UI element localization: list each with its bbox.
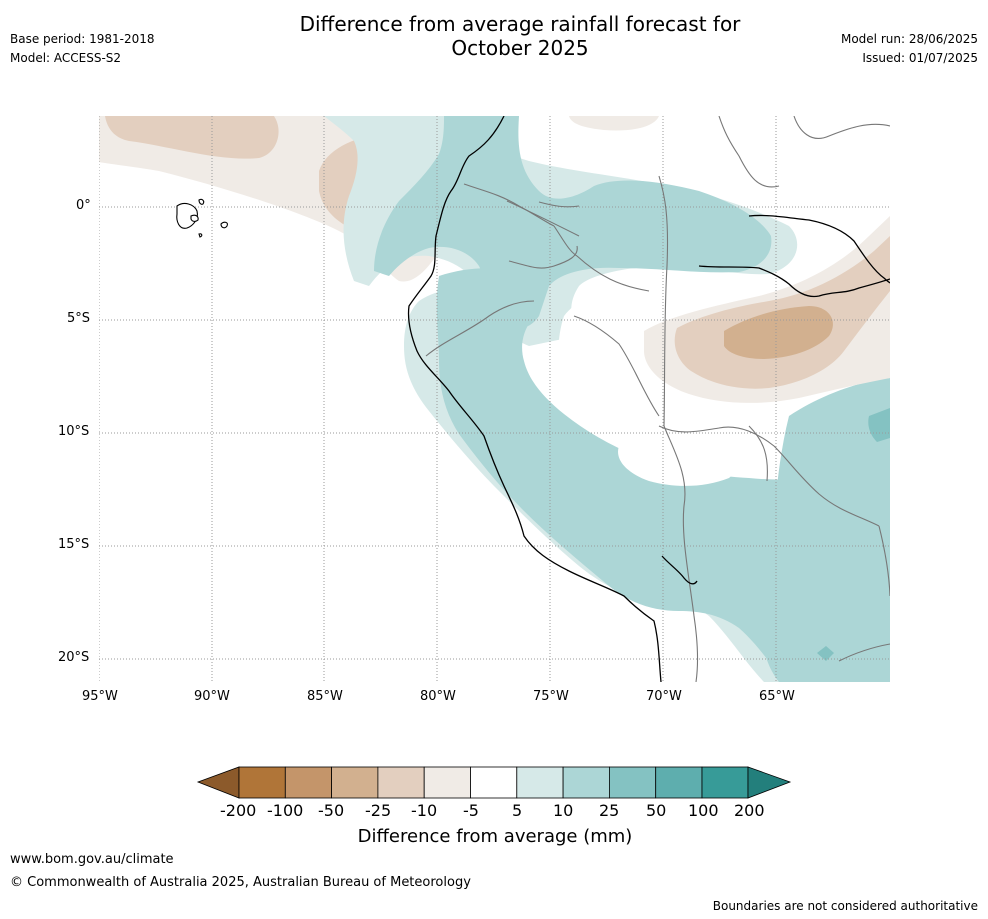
colorbar-swatch-50-25 bbox=[331, 766, 379, 799]
colorbar-tick: -100 bbox=[267, 801, 304, 820]
colorbar-swatch-5-10 bbox=[516, 766, 564, 799]
colorbar-tick: 50 bbox=[646, 801, 667, 820]
colorbar-tick: -50 bbox=[318, 801, 345, 820]
colorbar-tick: -200 bbox=[220, 801, 257, 820]
colorbar-tick: 5 bbox=[512, 801, 523, 820]
title-line-1: Difference from average rainfall forecas… bbox=[299, 12, 741, 36]
lat-label-20s: 20°S bbox=[58, 650, 90, 665]
lat-label-0: 0° bbox=[76, 198, 91, 213]
colorbar-swatch-25-10 bbox=[377, 766, 425, 799]
dry-anomaly-pacific-band bbox=[105, 116, 279, 159]
colorbar-swatch-100-200 bbox=[701, 766, 749, 799]
colorbar-swatch-5-5 bbox=[470, 766, 518, 799]
website-text: www.bom.gov.au/climate bbox=[10, 852, 174, 867]
copyright-text: © Commonwealth of Australia 2025, Austra… bbox=[10, 875, 471, 890]
lat-label-10s: 10°S bbox=[58, 424, 90, 439]
lon-label-95w: 95°W bbox=[82, 689, 118, 704]
disclaimer-text: Boundaries are not considered authoritat… bbox=[712, 899, 978, 913]
colorbar bbox=[196, 766, 792, 799]
country-borders bbox=[425, 116, 890, 682]
colorbar-tick: 100 bbox=[688, 801, 719, 820]
wet-anomaly-southeast-core bbox=[762, 378, 890, 682]
colorbar-tick: -10 bbox=[411, 801, 438, 820]
colorbar-tick: -5 bbox=[463, 801, 479, 820]
colorbar-swatch-above-200 bbox=[747, 766, 792, 799]
colorbar-tick: 200 bbox=[734, 801, 765, 820]
colorbar-swatch-50-100 bbox=[655, 766, 703, 799]
lon-label-75w: 75°W bbox=[533, 689, 569, 704]
colorbar-swatch-100-50 bbox=[284, 766, 333, 799]
colorbar-tick: 10 bbox=[553, 801, 574, 820]
page-title: Difference from average rainfall forecas… bbox=[200, 12, 840, 60]
neutral-area-bolivia bbox=[618, 438, 733, 486]
graticule bbox=[99, 116, 890, 682]
colorbar-swatch-below-200 bbox=[196, 766, 240, 799]
colorbar-swatch-200-100 bbox=[238, 766, 286, 799]
dry-anomaly-north-strip bbox=[569, 116, 659, 131]
wet-anomaly-small-patch bbox=[817, 646, 834, 661]
colorbar-title: Difference from average (mm) bbox=[357, 826, 633, 847]
dry-anomaly-amazon-core bbox=[724, 306, 833, 359]
wet-anomaly-north-core bbox=[374, 116, 772, 328]
lon-label-65w: 65°W bbox=[759, 689, 795, 704]
lon-label-85w: 85°W bbox=[307, 689, 343, 704]
coastline bbox=[407, 116, 890, 682]
colorbar-swatch-10-25 bbox=[562, 766, 610, 799]
colorbar-swatch-10-5 bbox=[423, 766, 471, 799]
lat-label-5s: 5°S bbox=[67, 311, 91, 326]
issued-text: Issued: 01/07/2025 bbox=[862, 51, 978, 65]
lon-label-80w: 80°W bbox=[420, 689, 456, 704]
title-line-2: October 2025 bbox=[451, 36, 589, 60]
colorbar-tick: -25 bbox=[365, 801, 392, 820]
lat-label-15s: 15°S bbox=[58, 537, 90, 552]
colorbar-swatch-25-50 bbox=[608, 766, 657, 799]
neutral-area-interior bbox=[558, 292, 690, 406]
base-period-text: Base period: 1981-2018 bbox=[10, 32, 155, 46]
lon-label-70w: 70°W bbox=[646, 689, 682, 704]
model-text: Model: ACCESS-S2 bbox=[10, 51, 122, 65]
rainfall-map bbox=[99, 116, 890, 682]
model-run-text: Model run: 28/06/2025 bbox=[840, 32, 978, 46]
lon-label-90w: 90°W bbox=[194, 689, 230, 704]
colorbar-tick: 25 bbox=[599, 801, 620, 820]
galapagos-islands bbox=[176, 198, 228, 238]
